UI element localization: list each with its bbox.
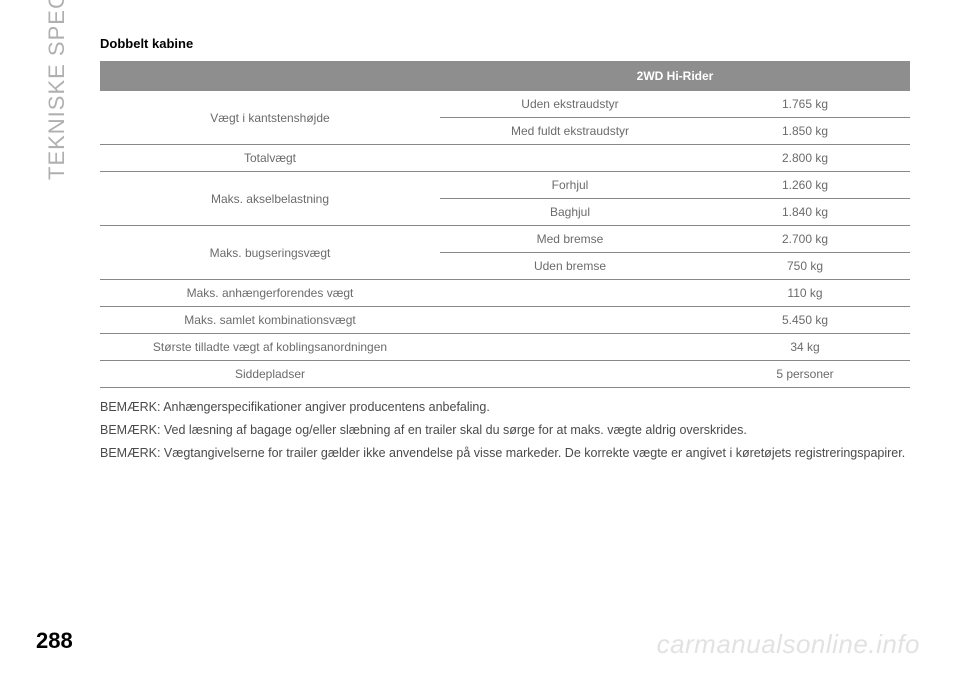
row-sub: Med bremse [440,226,700,253]
spec-table: 2WD Hi-Rider Vægt i kantstenshøjde Uden … [100,61,910,388]
row-sub [440,280,700,307]
row-val: 750 kg [700,253,910,280]
page-number: 288 [36,628,73,654]
row-label: Maks. samlet kombinationsvægt [100,307,440,334]
table-header-blank [100,61,440,91]
row-sub: Baghjul [440,199,700,226]
row-val: 1.260 kg [700,172,910,199]
row-label: Vægt i kantstenshøjde [100,91,440,145]
row-label: Maks. bugseringsvægt [100,226,440,280]
row-sub: Med fuldt ekstraudstyr [440,118,700,145]
row-val: 5 personer [700,361,910,388]
table-row: Siddepladser 5 personer [100,361,910,388]
table-row: Maks. samlet kombinationsvægt 5.450 kg [100,307,910,334]
table-row: Maks. bugseringsvægt Med bremse 2.700 kg [100,226,910,253]
note-line: BEMÆRK: Anhængerspecifikationer angiver … [100,398,910,417]
section-sidebar-label: TEKNISKE SPECIFIKATIONER [44,0,70,180]
row-val: 1.765 kg [700,91,910,118]
row-val: 34 kg [700,334,910,361]
row-label: Største tilladte vægt af koblingsanordni… [100,334,440,361]
row-sub [440,145,700,172]
row-sub [440,361,700,388]
note-line: BEMÆRK: Vægtangivelserne for trailer gæl… [100,444,910,463]
row-sub: Uden bremse [440,253,700,280]
row-val: 1.850 kg [700,118,910,145]
row-val: 2.800 kg [700,145,910,172]
watermark-text: carmanualsonline.info [657,629,920,660]
row-val: 1.840 kg [700,199,910,226]
row-label: Maks. anhængerforendes vægt [100,280,440,307]
row-val: 110 kg [700,280,910,307]
row-sub [440,334,700,361]
content-area: Dobbelt kabine 2WD Hi-Rider Vægt i kants… [100,36,910,466]
table-row: Største tilladte vægt af koblingsanordni… [100,334,910,361]
row-val: 5.450 kg [700,307,910,334]
table-header-variant: 2WD Hi-Rider [440,61,910,91]
row-label: Totalvægt [100,145,440,172]
note-line: BEMÆRK: Ved læsning af bagage og/eller s… [100,421,910,440]
table-row: Totalvægt 2.800 kg [100,145,910,172]
row-label: Siddepladser [100,361,440,388]
row-sub: Uden ekstraudstyr [440,91,700,118]
row-sub [440,307,700,334]
table-row: Vægt i kantstenshøjde Uden ekstraudstyr … [100,91,910,118]
subsection-title: Dobbelt kabine [100,36,910,51]
notes-block: BEMÆRK: Anhængerspecifikationer angiver … [100,398,910,462]
row-label: Maks. akselbelastning [100,172,440,226]
row-sub: Forhjul [440,172,700,199]
table-row: Maks. akselbelastning Forhjul 1.260 kg [100,172,910,199]
row-val: 2.700 kg [700,226,910,253]
table-row: Maks. anhængerforendes vægt 110 kg [100,280,910,307]
